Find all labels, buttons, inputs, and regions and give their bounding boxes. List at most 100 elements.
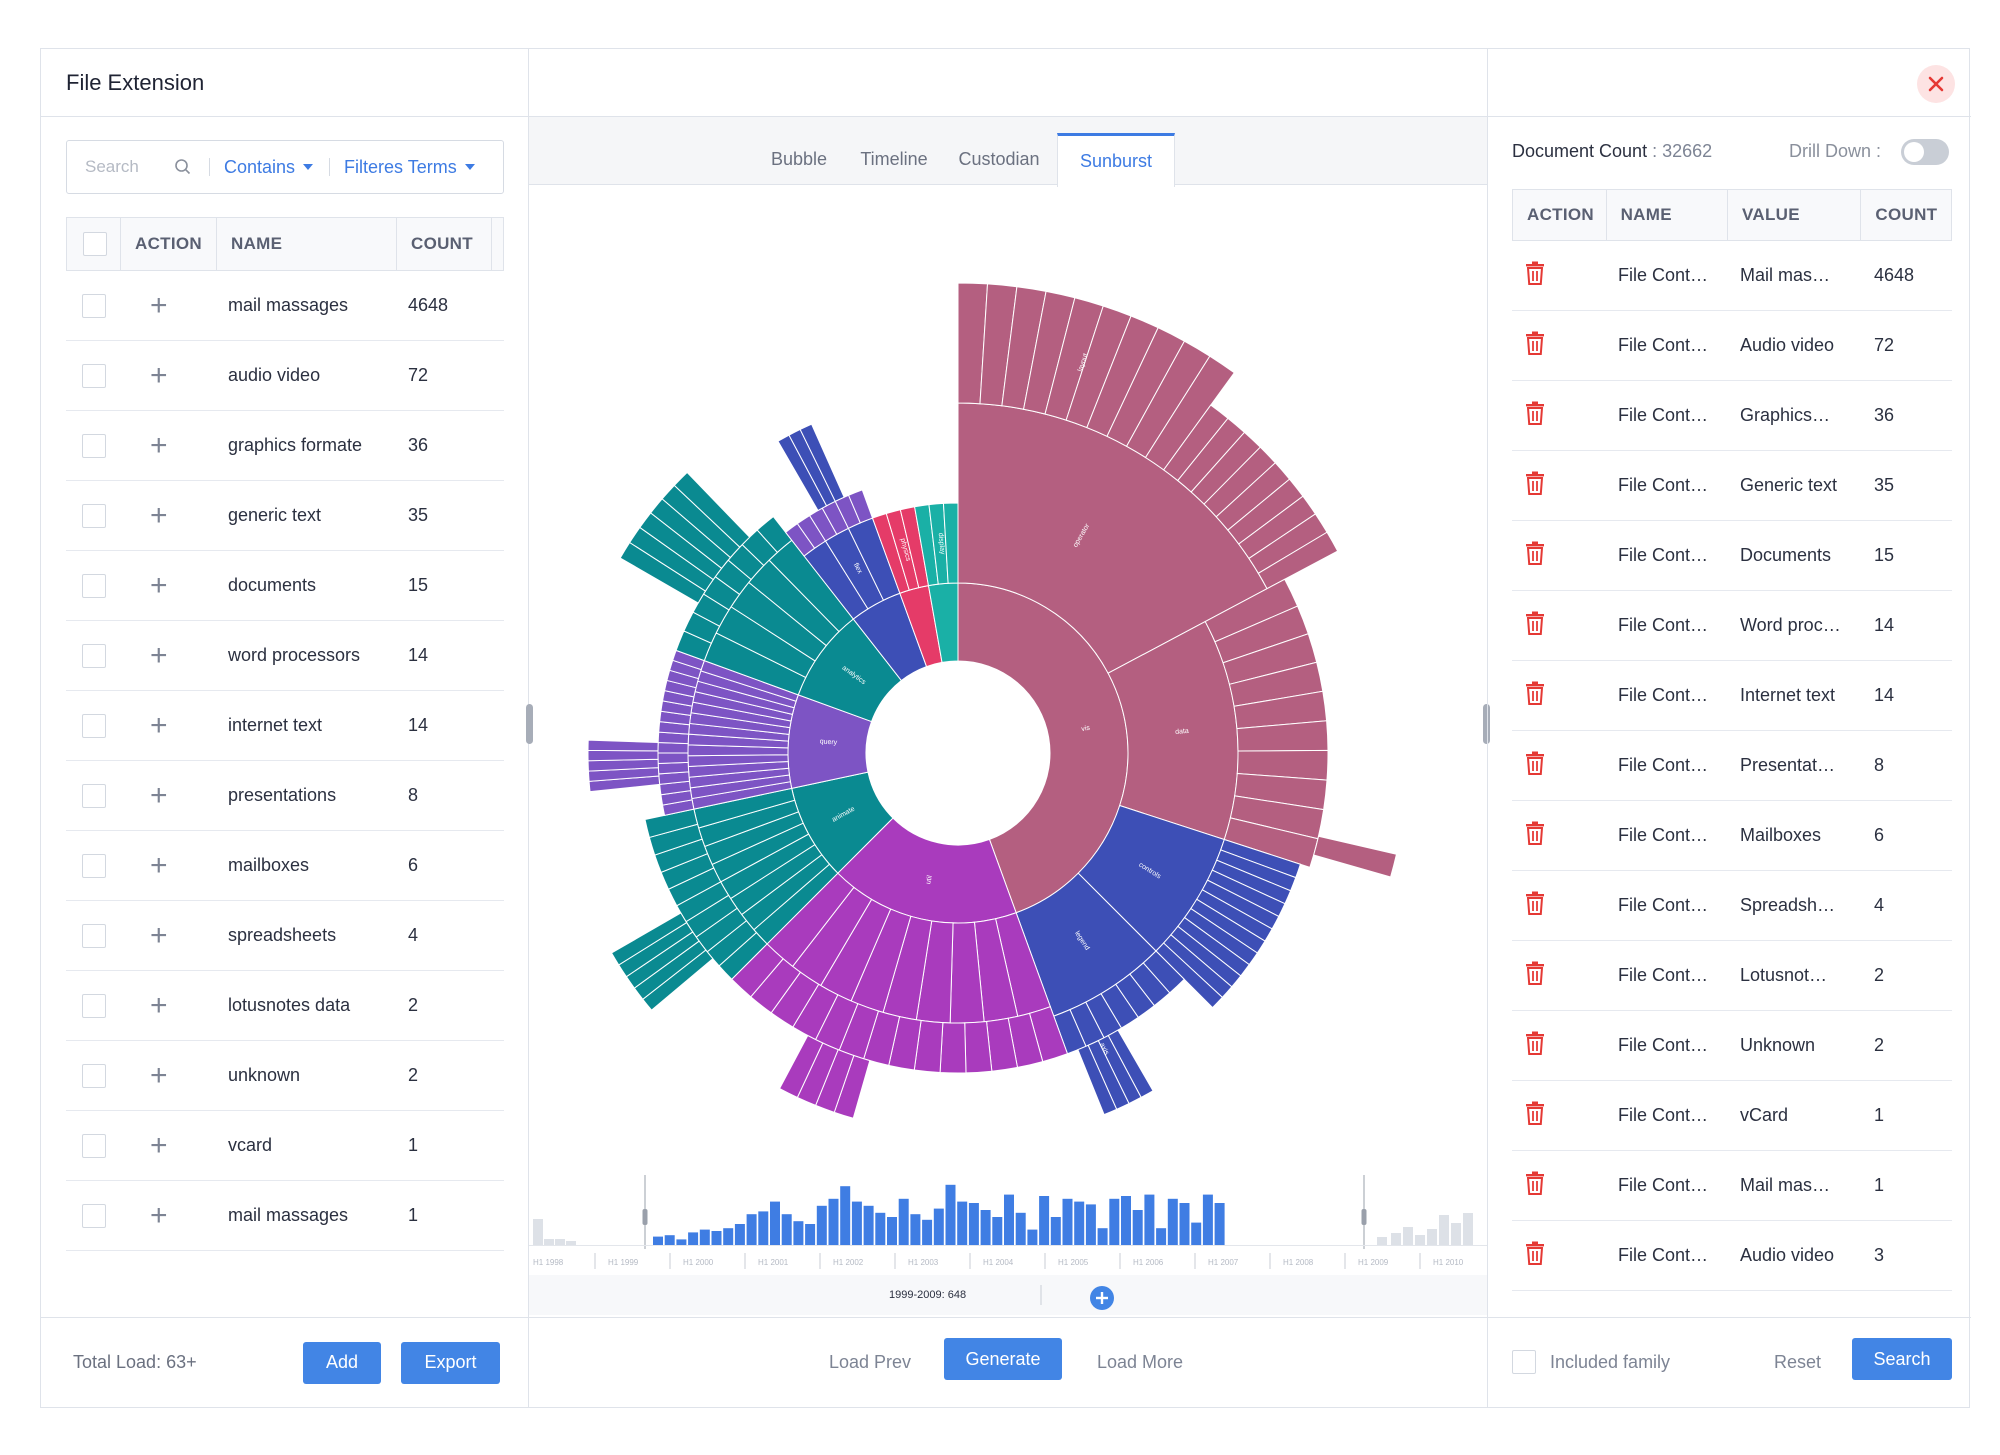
timeline-bar[interactable] [957, 1201, 968, 1245]
timeline-bar[interactable] [1132, 1210, 1143, 1245]
tab-custodian[interactable]: Custodian [958, 148, 1040, 169]
timeline-bar[interactable] [968, 1203, 979, 1245]
timeline-bar[interactable] [851, 1201, 862, 1245]
timeline-bar[interactable] [1403, 1227, 1413, 1245]
timeline-bar[interactable] [1015, 1212, 1026, 1245]
timeline-bar[interactable] [1167, 1198, 1178, 1245]
row-checkbox[interactable] [82, 853, 106, 878]
timeline-bar[interactable] [664, 1235, 675, 1245]
trash-icon[interactable] [1524, 751, 1546, 775]
table-row[interactable]: File Cont… Spreadsh… 4 [1512, 871, 1952, 941]
trash-icon[interactable] [1524, 1171, 1546, 1195]
contains-dropdown[interactable]: Contains [224, 157, 314, 178]
table-row[interactable]: + generic text 35 [66, 481, 504, 551]
filter-terms-dropdown[interactable]: Filteres Terms [344, 157, 475, 178]
table-row[interactable]: + vcard 1 [66, 1111, 504, 1181]
plus-icon[interactable]: + [150, 498, 168, 532]
trash-icon[interactable] [1524, 681, 1546, 705]
timeline-bar[interactable] [676, 1239, 687, 1245]
table-row[interactable]: File Cont… Audio video 72 [1512, 311, 1952, 381]
reset-button[interactable]: Reset [1774, 1352, 1822, 1372]
timeline-bar[interactable] [1427, 1229, 1437, 1245]
segment-query-spike[interactable] [587, 739, 659, 752]
trash-icon[interactable] [1524, 1241, 1546, 1265]
col-name[interactable]: NAME [1607, 190, 1729, 240]
segment-util-outer[interactable] [964, 1020, 993, 1074]
plus-icon[interactable]: + [150, 988, 168, 1022]
timeline-bar[interactable] [1050, 1217, 1061, 1245]
close-button[interactable] [1917, 65, 1955, 103]
timeline-bar[interactable] [711, 1231, 722, 1245]
table-row[interactable]: File Cont… Documents 15 [1512, 521, 1952, 591]
timeline-bar[interactable] [770, 1201, 780, 1245]
table-row[interactable]: + unknown 2 [66, 1041, 504, 1111]
right-resize-handle[interactable] [1483, 704, 1490, 744]
plus-icon[interactable]: + [150, 778, 168, 812]
col-count[interactable]: COUNT [1875, 205, 1938, 224]
table-row[interactable]: File Cont… Audio video 3 [1512, 1221, 1952, 1291]
row-checkbox[interactable] [82, 1133, 106, 1158]
timeline-histogram[interactable]: H1 1998 H1 1999 H1 2000 H1 2001 H1 2002 H1 20… [529, 1175, 1487, 1315]
timeline-bar[interactable] [992, 1217, 1003, 1245]
export-button[interactable]: Export [401, 1341, 500, 1384]
segment-axis-outer[interactable] [1077, 1044, 1118, 1116]
segment-query-outer[interactable] [657, 761, 690, 775]
plus-icon[interactable]: + [150, 428, 168, 462]
table-row[interactable]: + documents 15 [66, 551, 504, 621]
table-row[interactable]: + audio video 72 [66, 341, 504, 411]
segment-data-outer[interactable] [1313, 835, 1398, 878]
timeline-bar[interactable] [1144, 1194, 1155, 1245]
plus-icon[interactable]: + [150, 848, 168, 882]
segment-util-spike[interactable] [778, 1034, 824, 1099]
range-left-handle[interactable] [642, 1209, 648, 1225]
plus-icon[interactable]: + [150, 638, 168, 672]
timeline-bar[interactable] [910, 1214, 921, 1245]
plus-icon[interactable]: + [150, 1058, 168, 1092]
table-row[interactable]: + mail massages 1 [66, 1181, 504, 1251]
timeline-bar[interactable] [781, 1214, 792, 1245]
timeline-bar[interactable] [1202, 1194, 1213, 1245]
trash-icon[interactable] [1524, 471, 1546, 495]
search-icon[interactable] [173, 157, 193, 177]
range-right-handle[interactable] [1361, 1209, 1367, 1225]
row-checkbox[interactable] [82, 573, 106, 598]
timeline-bar[interactable] [875, 1212, 886, 1245]
table-row[interactable]: File Cont… Presentat… 8 [1512, 731, 1952, 801]
timeline-bar[interactable] [1156, 1228, 1167, 1245]
add-button[interactable]: Add [303, 1341, 381, 1384]
tab-bubble[interactable]: Bubble [770, 148, 828, 169]
segment-scale-spike[interactable] [610, 912, 688, 966]
row-checkbox[interactable] [82, 643, 106, 668]
trash-icon[interactable] [1524, 401, 1546, 425]
table-row[interactable]: + mailboxes 6 [66, 831, 504, 901]
timeline-bar[interactable] [1439, 1215, 1449, 1245]
plus-icon[interactable]: + [150, 358, 168, 392]
load-more-button[interactable]: Load More [1097, 1352, 1184, 1372]
search-input[interactable]: Search [85, 157, 139, 176]
timeline-bar[interactable] [1121, 1196, 1131, 1245]
row-checkbox[interactable] [82, 433, 106, 458]
segment-util-outer[interactable] [939, 1022, 967, 1074]
timeline-bar[interactable] [887, 1217, 897, 1245]
select-all-checkbox[interactable] [83, 232, 107, 256]
row-checkbox[interactable] [82, 363, 106, 388]
tab-timeline[interactable]: Timeline [860, 148, 928, 169]
timeline-bar[interactable] [533, 1219, 543, 1245]
row-checkbox[interactable] [82, 923, 106, 948]
trash-icon[interactable] [1524, 891, 1546, 915]
plus-icon[interactable]: + [150, 568, 168, 602]
trash-icon[interactable] [1524, 961, 1546, 985]
trash-icon[interactable] [1524, 541, 1546, 565]
table-row[interactable]: + spreadsheets 4 [66, 901, 504, 971]
timeline-bar[interactable] [1214, 1203, 1225, 1245]
timeline-bar[interactable] [1085, 1204, 1096, 1245]
timeline-bar[interactable] [1191, 1222, 1202, 1245]
timeline-bar[interactable] [1109, 1198, 1120, 1245]
timeline-bar[interactable] [1391, 1233, 1401, 1245]
timeline-bar[interactable] [793, 1221, 804, 1245]
segment-flex-outer[interactable] [847, 489, 874, 524]
table-row[interactable]: File Cont… Generic text 35 [1512, 451, 1952, 521]
timeline-bar[interactable] [555, 1239, 565, 1245]
col-value[interactable]: VALUE [1728, 190, 1862, 240]
table-row[interactable]: + lotusnotes data 2 [66, 971, 504, 1041]
